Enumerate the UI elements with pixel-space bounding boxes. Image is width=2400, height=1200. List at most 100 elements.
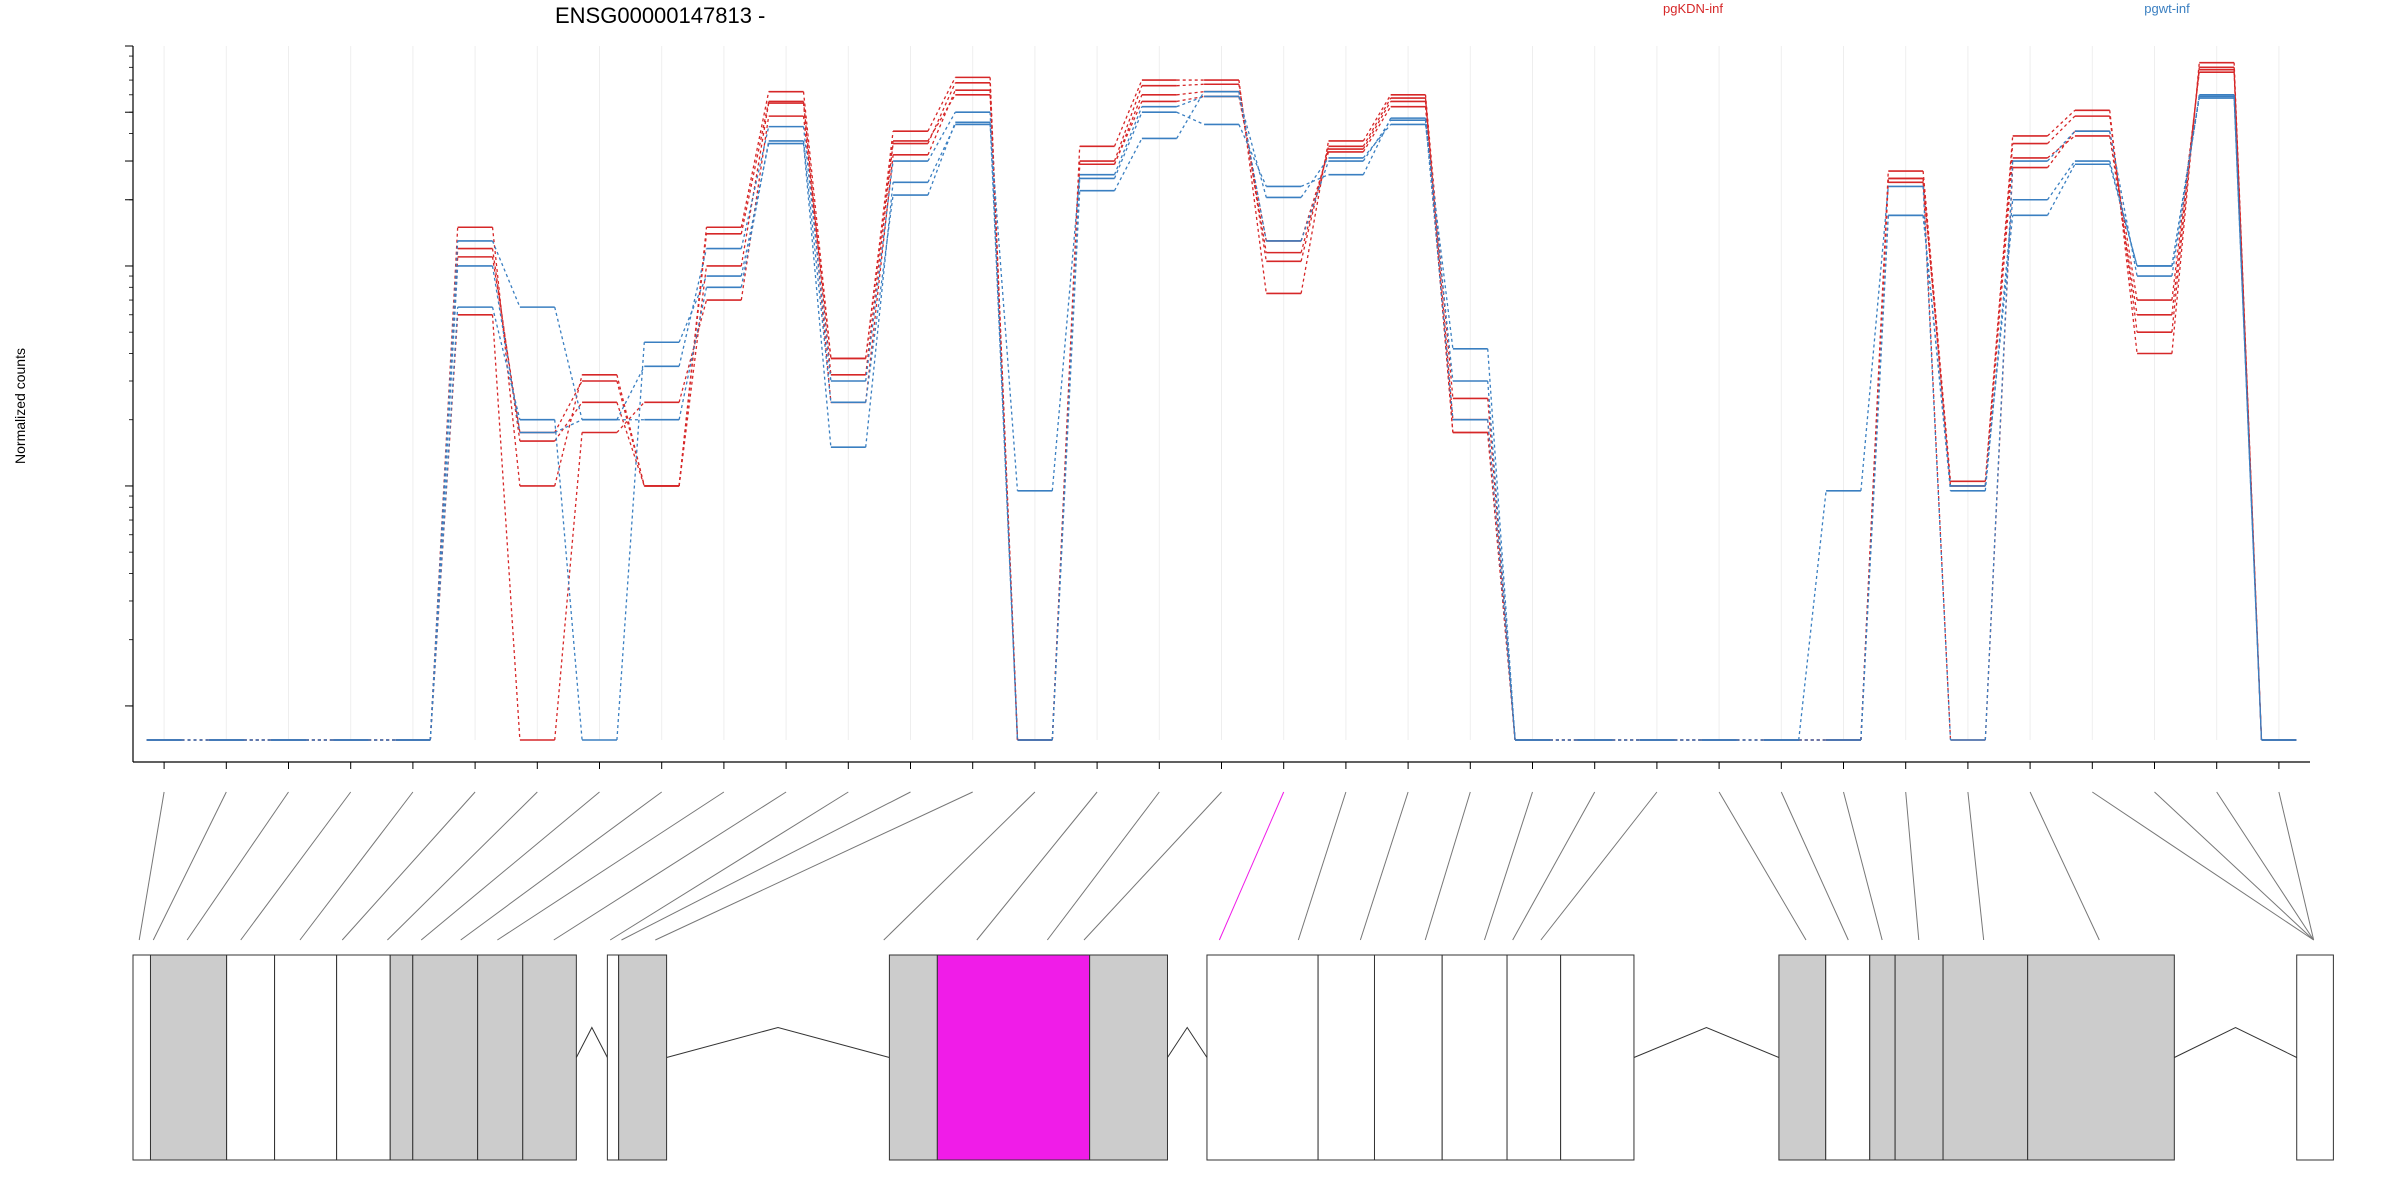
exon-bin	[888, 954, 938, 1161]
series-transition	[2171, 62, 2200, 354]
series-transition	[616, 401, 645, 433]
grid-lines	[163, 46, 2280, 740]
series-transition	[1300, 174, 1329, 188]
series-transition	[1424, 120, 1454, 420]
intron-line	[575, 1026, 608, 1058]
series-transition	[1922, 178, 1952, 741]
series-transition	[865, 143, 894, 375]
series-transition	[2047, 109, 2076, 137]
series-transition	[1176, 111, 1205, 126]
intron-line	[1167, 1026, 1208, 1058]
series-transition	[2233, 98, 2263, 741]
legend-pgwt-inf: pgwt-inf	[2144, 1, 2190, 16]
series-transition	[554, 380, 583, 433]
series-transition	[2171, 97, 2200, 267]
series-transition	[1362, 94, 1392, 142]
series-transition	[1984, 157, 2014, 487]
series-transition	[1113, 101, 1143, 165]
series-transition	[740, 143, 770, 277]
series-transition	[1922, 182, 1952, 487]
series-transition	[927, 77, 956, 132]
connector-e015	[883, 791, 1036, 941]
series-transition	[1300, 140, 1330, 294]
connector-e031	[2029, 791, 2100, 941]
connector-e033	[2154, 791, 2314, 941]
series-transition	[927, 124, 956, 183]
series-transition	[802, 91, 832, 359]
intron-line	[666, 1026, 890, 1058]
series-transition	[865, 154, 894, 403]
series-transition	[1300, 160, 1330, 242]
connector-e019	[1218, 791, 1285, 941]
series-transition	[1051, 174, 1081, 491]
exon-bin	[1373, 954, 1443, 1161]
series-transition	[740, 126, 770, 249]
exon-bin	[936, 954, 1091, 1161]
series-transition	[802, 143, 832, 448]
series-transition	[1362, 124, 1392, 159]
series-transition	[2109, 131, 2138, 277]
series-transition	[2047, 115, 2076, 145]
series-transition	[1113, 138, 1143, 191]
series-transition	[678, 299, 708, 403]
exon-bin	[1206, 954, 1319, 1161]
series-transition	[2109, 110, 2138, 354]
series-transition	[2046, 130, 2076, 169]
series-transition	[2109, 135, 2138, 315]
axes	[125, 45, 2310, 769]
series-transition	[678, 265, 708, 487]
series-transition	[2171, 67, 2200, 333]
series-transition	[554, 432, 583, 741]
series-transition	[2171, 69, 2200, 315]
chart-title: ENSG00000147813 -	[555, 3, 765, 28]
series-transition	[616, 342, 645, 741]
series-transition	[491, 227, 521, 487]
series-transition	[1238, 91, 1267, 242]
exon-bin	[1942, 954, 2029, 1161]
series-transition	[740, 116, 770, 301]
series-transition	[865, 195, 894, 403]
exon-bin	[132, 954, 151, 1161]
connector-e006	[341, 791, 476, 941]
series-transition	[1984, 160, 2014, 741]
series-transition	[802, 101, 832, 375]
series-transition	[989, 124, 1019, 491]
connector-e026	[1718, 791, 1807, 941]
connector-e027	[1780, 791, 1849, 941]
connector-e004	[240, 791, 352, 941]
series-transition	[1362, 97, 1392, 147]
series-transition	[802, 126, 832, 382]
series-transition	[1362, 117, 1392, 175]
connector-e003	[186, 791, 289, 941]
exon-bin	[412, 954, 479, 1161]
exon-bin	[2027, 954, 2175, 1161]
series-transition	[616, 402, 645, 487]
series-transition	[1798, 490, 1827, 741]
series-transition	[989, 112, 1019, 741]
connector-e032	[2092, 791, 2314, 941]
series-transition	[1984, 143, 2014, 487]
exon-bin	[1317, 954, 1375, 1161]
intron-line	[2174, 1026, 2297, 1058]
series-transition	[2046, 163, 2076, 216]
series-transition	[554, 374, 583, 487]
connector-e035	[2278, 791, 2315, 941]
series-transition	[491, 314, 521, 741]
series-transition	[678, 275, 708, 343]
series-transition	[740, 91, 770, 228]
series-transition	[1424, 94, 1454, 399]
connector-e001	[138, 791, 165, 941]
exon-bin	[1506, 954, 1562, 1161]
exon-bin	[389, 954, 414, 1161]
series-transition	[616, 374, 645, 487]
series-transition	[1984, 135, 2014, 482]
series-transition	[1860, 186, 1889, 491]
series-transition	[1113, 79, 1143, 147]
connector-e002	[152, 791, 227, 941]
exon-bin	[1778, 954, 1827, 1161]
exon-bin	[2296, 954, 2334, 1161]
series-transition	[1424, 118, 1454, 382]
series-transition	[1860, 178, 1889, 741]
series-transition	[989, 122, 1019, 741]
